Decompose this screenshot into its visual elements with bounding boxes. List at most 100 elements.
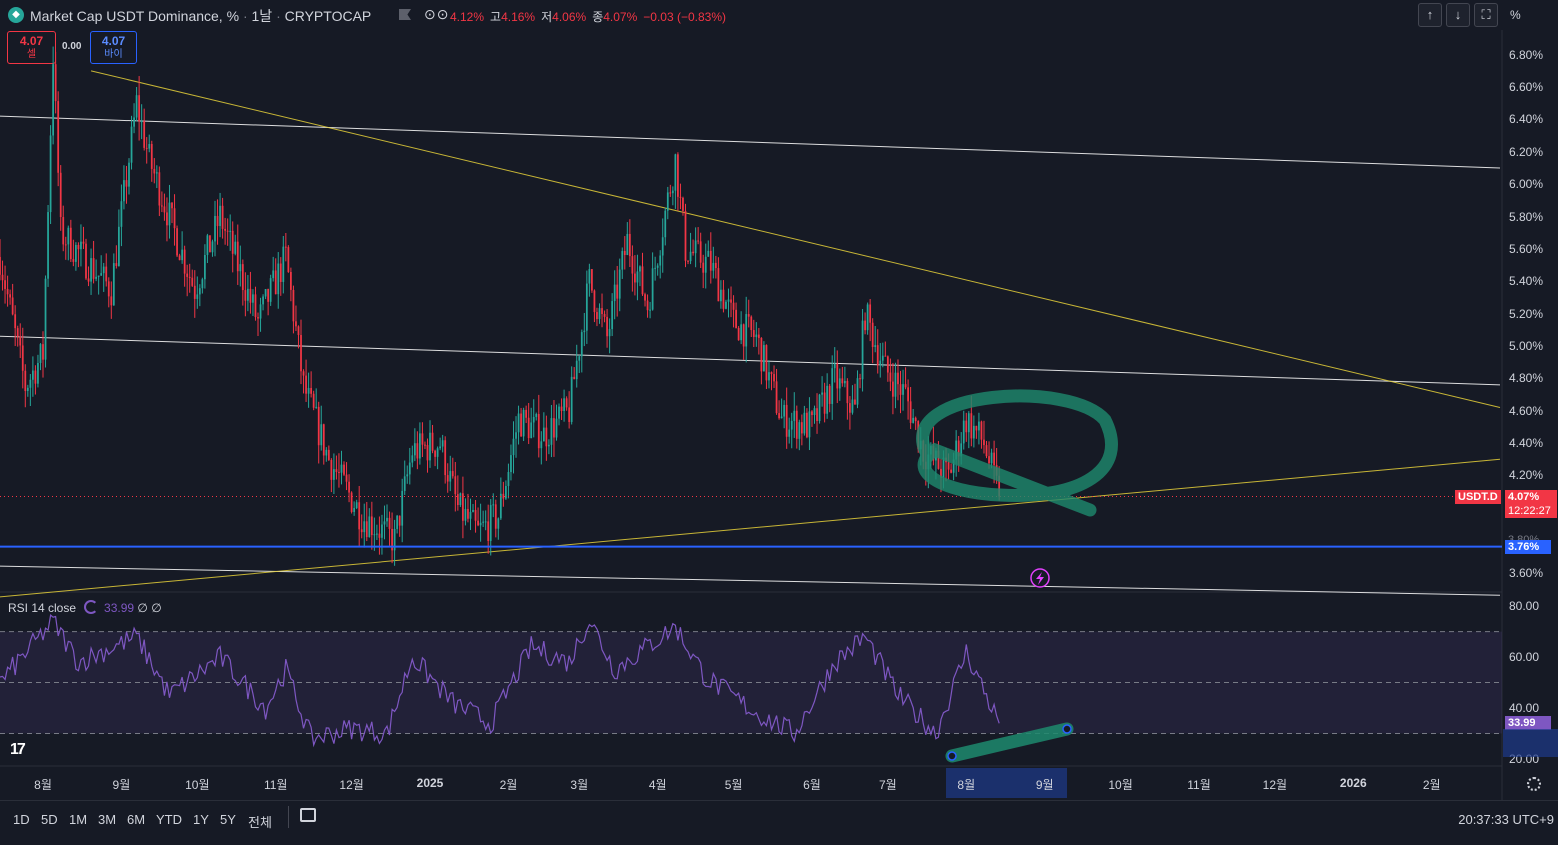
gear-icon[interactable] — [1527, 777, 1541, 791]
time-tick-label: 12월 — [339, 778, 364, 792]
candle — [221, 197, 224, 239]
clock[interactable]: 20:37:33 UTC+9 — [1458, 812, 1554, 827]
candle-body — [646, 300, 649, 311]
more-dots-icon[interactable]: ⊙⊙ — [424, 6, 450, 22]
candle-body — [231, 230, 234, 254]
candle-body — [37, 363, 39, 384]
candle — [161, 191, 163, 213]
rsi-tick-label: 80.00 — [1509, 599, 1540, 614]
candle-body — [886, 356, 889, 373]
candle-body — [912, 417, 915, 423]
candle — [894, 362, 897, 409]
candle-body — [732, 302, 735, 310]
candle-body — [406, 474, 409, 477]
candle-body — [383, 521, 386, 525]
rsi-value: 33.99 — [104, 601, 135, 615]
drawing-handle — [947, 751, 957, 761]
range-button-6m[interactable]: 6M — [127, 812, 146, 827]
price-chart[interactable] — [0, 0, 1558, 800]
move-up-button[interactable]: ↑ — [1418, 3, 1442, 27]
rsi-value-badge: 33.99 — [1505, 716, 1551, 731]
candle-body — [72, 259, 75, 262]
candle — [575, 344, 578, 388]
candle — [978, 412, 980, 445]
range-button-3m[interactable]: 3M — [98, 812, 117, 827]
flag-icon[interactable] — [399, 9, 411, 20]
candle-body — [19, 336, 22, 346]
rsi-legend[interactable]: RSI 14 close 33.99 ∅ ∅ — [8, 600, 162, 615]
buy-button[interactable]: 4.07 바이 — [90, 31, 137, 64]
candle — [39, 343, 42, 371]
candle-body — [813, 408, 816, 416]
candle — [542, 412, 545, 442]
range-button-전체[interactable]: 전체 — [248, 815, 272, 830]
candle — [424, 441, 426, 450]
candle-body — [598, 308, 601, 320]
candle-body — [118, 226, 120, 266]
calendar-compare-icon[interactable] — [300, 808, 316, 822]
candle-body — [166, 212, 168, 226]
bottom-toolbar: 1D 5D 1M 3M 6M YTD 1Y 5Y 전체 20:37:33 UTC+9 — [0, 800, 1558, 845]
candle — [904, 367, 907, 390]
range-button-5y[interactable]: 5Y — [220, 812, 236, 827]
symbol-title[interactable]: Market Cap USDT Dominance, % · 1날 · CRYP… — [30, 6, 371, 26]
candle-body — [128, 162, 130, 187]
candle-body — [254, 294, 257, 318]
range-button-ytd[interactable]: YTD — [156, 812, 182, 827]
candle — [123, 165, 125, 210]
candle — [391, 512, 393, 564]
candle — [793, 392, 796, 438]
candle — [535, 412, 538, 421]
candle — [236, 224, 239, 285]
candle-body — [320, 424, 323, 446]
ohlc-close-label: 종 — [592, 10, 604, 24]
candle-body — [606, 316, 608, 337]
candle — [272, 256, 275, 282]
fullscreen-button[interactable]: ⛶ — [1474, 3, 1498, 27]
candle-body — [82, 241, 85, 244]
candle-body — [24, 370, 27, 391]
candle — [363, 503, 366, 548]
candle — [568, 391, 571, 429]
candle-body — [244, 290, 247, 301]
candle — [381, 514, 383, 555]
candle — [555, 404, 558, 441]
tradingview-logo[interactable]: 17 — [10, 741, 26, 758]
candle-body — [39, 344, 42, 364]
move-down-button[interactable]: ↓ — [1446, 3, 1470, 27]
candle — [110, 281, 113, 319]
candle — [300, 319, 302, 385]
interval-label[interactable]: 1날 — [251, 8, 273, 24]
candle — [143, 108, 146, 151]
candle-body — [176, 228, 178, 256]
candle-body — [960, 443, 963, 457]
candle-body — [267, 289, 270, 302]
range-button-1m[interactable]: 1M — [69, 812, 88, 827]
candle — [59, 165, 62, 231]
sell-button[interactable]: 4.07 셀 — [7, 31, 56, 64]
rsi-tick-label: 40.00 — [1509, 701, 1540, 715]
candle — [305, 359, 307, 402]
percent-scale-toggle[interactable]: % — [1510, 8, 1521, 22]
candle — [396, 514, 399, 534]
candle — [343, 461, 345, 476]
candle-body — [548, 444, 550, 447]
candle — [545, 415, 548, 461]
candle — [469, 498, 472, 531]
candle — [636, 254, 639, 301]
candle — [77, 242, 80, 268]
range-button-1d[interactable]: 1D — [13, 812, 30, 827]
candle — [234, 234, 237, 256]
cycle-icon[interactable] — [84, 600, 99, 614]
candle-body — [793, 410, 796, 421]
candle-body — [204, 254, 206, 280]
candle — [24, 364, 27, 408]
candle-body — [942, 457, 945, 478]
range-button-5d[interactable]: 5D — [41, 812, 58, 827]
candle — [239, 245, 242, 287]
candle-body — [831, 368, 834, 404]
candle-body — [527, 417, 530, 439]
range-button-1y[interactable]: 1Y — [193, 812, 209, 827]
candle-body — [970, 413, 973, 439]
candle-body — [626, 233, 629, 255]
